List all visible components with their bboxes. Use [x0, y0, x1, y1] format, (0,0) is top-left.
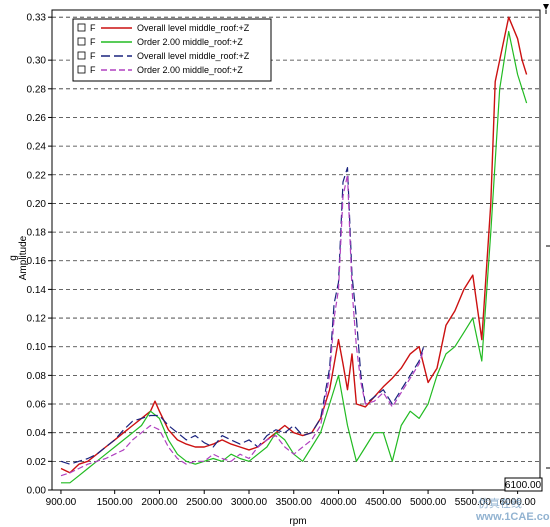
watermark-text-url: www.1CAE.com	[475, 511, 550, 523]
legend-checkbox-label: F	[90, 37, 96, 47]
y-axis-label-line: Amplitude	[18, 235, 29, 280]
y-tick-label: 0.24	[27, 142, 47, 153]
plot-series	[60, 16, 528, 484]
x-tick-label: 2500.00	[186, 497, 223, 508]
y-tick-label: 0.00	[27, 486, 47, 497]
x-tick-label: 3500.00	[276, 497, 313, 508]
legend: F Overall level middle_roof:+Z F Order 2.00…	[72, 18, 272, 82]
x-tick-label: 4000.00	[320, 497, 357, 508]
y-tick-label: 0.02	[27, 457, 47, 468]
x-tick-label: 900.00	[46, 497, 77, 508]
series-line	[60, 174, 425, 477]
x-tick-label: 5500.00	[455, 497, 492, 508]
watermark: 仿真在线 www.1CAE.com	[475, 496, 550, 523]
y-tick-label: 0.12	[27, 314, 47, 325]
plot-area-border	[51, 9, 541, 491]
legend-entry-label: Order 2.00 middle_roof:+Z	[137, 37, 243, 47]
y-axis-label: gAmplitude	[8, 235, 29, 280]
y-tick-label: 0.30	[27, 56, 47, 67]
watermark-text-cn: 仿真在线	[478, 496, 522, 510]
y-tick-label: 0.08	[27, 371, 47, 382]
legend-checkbox[interactable]	[77, 37, 86, 46]
y-tick-label: 0.14	[27, 285, 47, 296]
cursor-marker-icon[interactable]	[543, 4, 549, 10]
y-tick-label: 0.10	[27, 342, 47, 353]
x-axis-ticks: 900.00 1500.00 2000.00 2500.00 3000.00 3500.0…	[46, 490, 536, 508]
cursor-value-label: 6100.00	[505, 480, 542, 491]
y-tick-label: 0.22	[27, 170, 47, 181]
x-tick-label: 3000.00	[231, 497, 268, 508]
legend-checkbox[interactable]	[77, 51, 86, 60]
x-tick-label: 2000.00	[141, 497, 178, 508]
legend-entry-label: Overall level middle_roof:+Z	[137, 23, 250, 33]
x-tick-label: 5000.00	[410, 497, 447, 508]
y-axis-label-line: g	[8, 255, 19, 261]
legend-checkbox[interactable]	[77, 65, 86, 74]
x-tick-label: 4500.00	[365, 497, 402, 508]
y-tick-label: 0.06	[27, 400, 47, 411]
y-tick-label: 0.18	[27, 228, 47, 239]
x-axis-label: rpm	[289, 516, 306, 527]
y-axis-ticks: 0.00 0.02 0.04 0.06 0.08 0.10 0.12 0.14 0.16 0.18…	[27, 13, 52, 497]
legend-checkbox[interactable]	[77, 23, 86, 32]
y-tick-label: 0.16	[27, 256, 47, 267]
legend-checkbox-label: F	[90, 65, 96, 75]
y-tick-label: 0.26	[27, 113, 47, 124]
y-tick-label: 0.28	[27, 84, 47, 95]
y-tick-label: 0.20	[27, 199, 47, 210]
cursor-value-box: 6100.00	[504, 477, 543, 492]
y-tick-label: 0.04	[27, 428, 47, 439]
legend-checkbox-label: F	[90, 23, 96, 33]
legend-entry-label: Order 2.00 middle_roof:+Z	[137, 65, 243, 75]
y-tick-label: 0.33	[27, 13, 47, 24]
legend-checkbox-label: F	[90, 51, 96, 61]
grid-lines	[52, 16, 540, 462]
legend-entry-label: Overall level middle_roof:+Z	[137, 51, 250, 61]
series-line	[60, 167, 425, 465]
x-tick-label: 1500.00	[97, 497, 134, 508]
x-tick-label: 6000.00	[500, 497, 537, 508]
